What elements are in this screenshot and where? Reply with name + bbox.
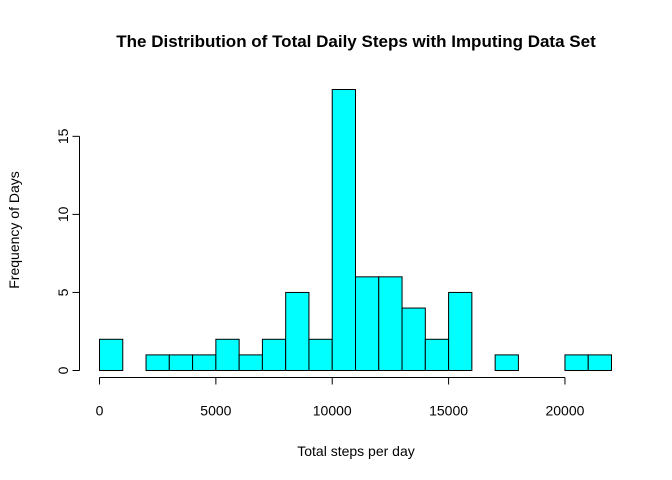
histogram-bar-3000-4000: [168, 354, 194, 371]
histogram-bar-13000-14000: [401, 307, 426, 371]
x-axis: 0 5000 10000 15000 20000: [96, 377, 585, 419]
x-axis-label: Total steps per day: [297, 443, 415, 459]
x-tick-label-5000: 5000: [200, 403, 231, 419]
x-tick-label-15000: 15000: [429, 403, 468, 419]
histogram-bar-5000-6000: [215, 338, 240, 371]
histogram-bar-15000-16000: [448, 291, 473, 372]
y-tick-label-0: 0: [55, 366, 71, 374]
histogram-bar-0-1000: [99, 338, 124, 371]
y-axis-label: Frequency of Days: [6, 171, 22, 289]
histogram-bar-21000-22000: [587, 354, 613, 371]
x-tick-label-0: 0: [96, 403, 104, 419]
chart-title: The Distribution of Total Daily Steps wi…: [116, 32, 596, 51]
y-tick-label-5: 5: [55, 288, 71, 296]
histogram-bar-7000-8000: [261, 338, 287, 371]
y-axis: 0 5 10 15: [55, 128, 80, 374]
histogram-bar-14000-15000: [424, 338, 450, 371]
histogram-bar-20000-21000: [564, 354, 589, 371]
x-tick-label-10000: 10000: [313, 403, 352, 419]
histogram-bar-11000-12000: [355, 276, 380, 372]
histogram-bar-9000-10000: [308, 338, 333, 371]
y-tick-label-15: 15: [55, 128, 71, 144]
x-tick-label-20000: 20000: [545, 403, 584, 419]
histogram-bar-2000-3000: [145, 354, 170, 371]
histogram-bar-6000-7000: [238, 354, 263, 371]
histogram-bar-4000-5000: [192, 354, 217, 371]
y-tick-label-10: 10: [55, 206, 71, 222]
histogram-bar-10000-11000: [331, 89, 356, 371]
bars-group: [99, 89, 613, 372]
histogram-bar-8000-9000: [285, 291, 310, 372]
histogram-bar-17000-18000: [494, 354, 519, 371]
histogram-bar-12000-13000: [378, 276, 403, 372]
